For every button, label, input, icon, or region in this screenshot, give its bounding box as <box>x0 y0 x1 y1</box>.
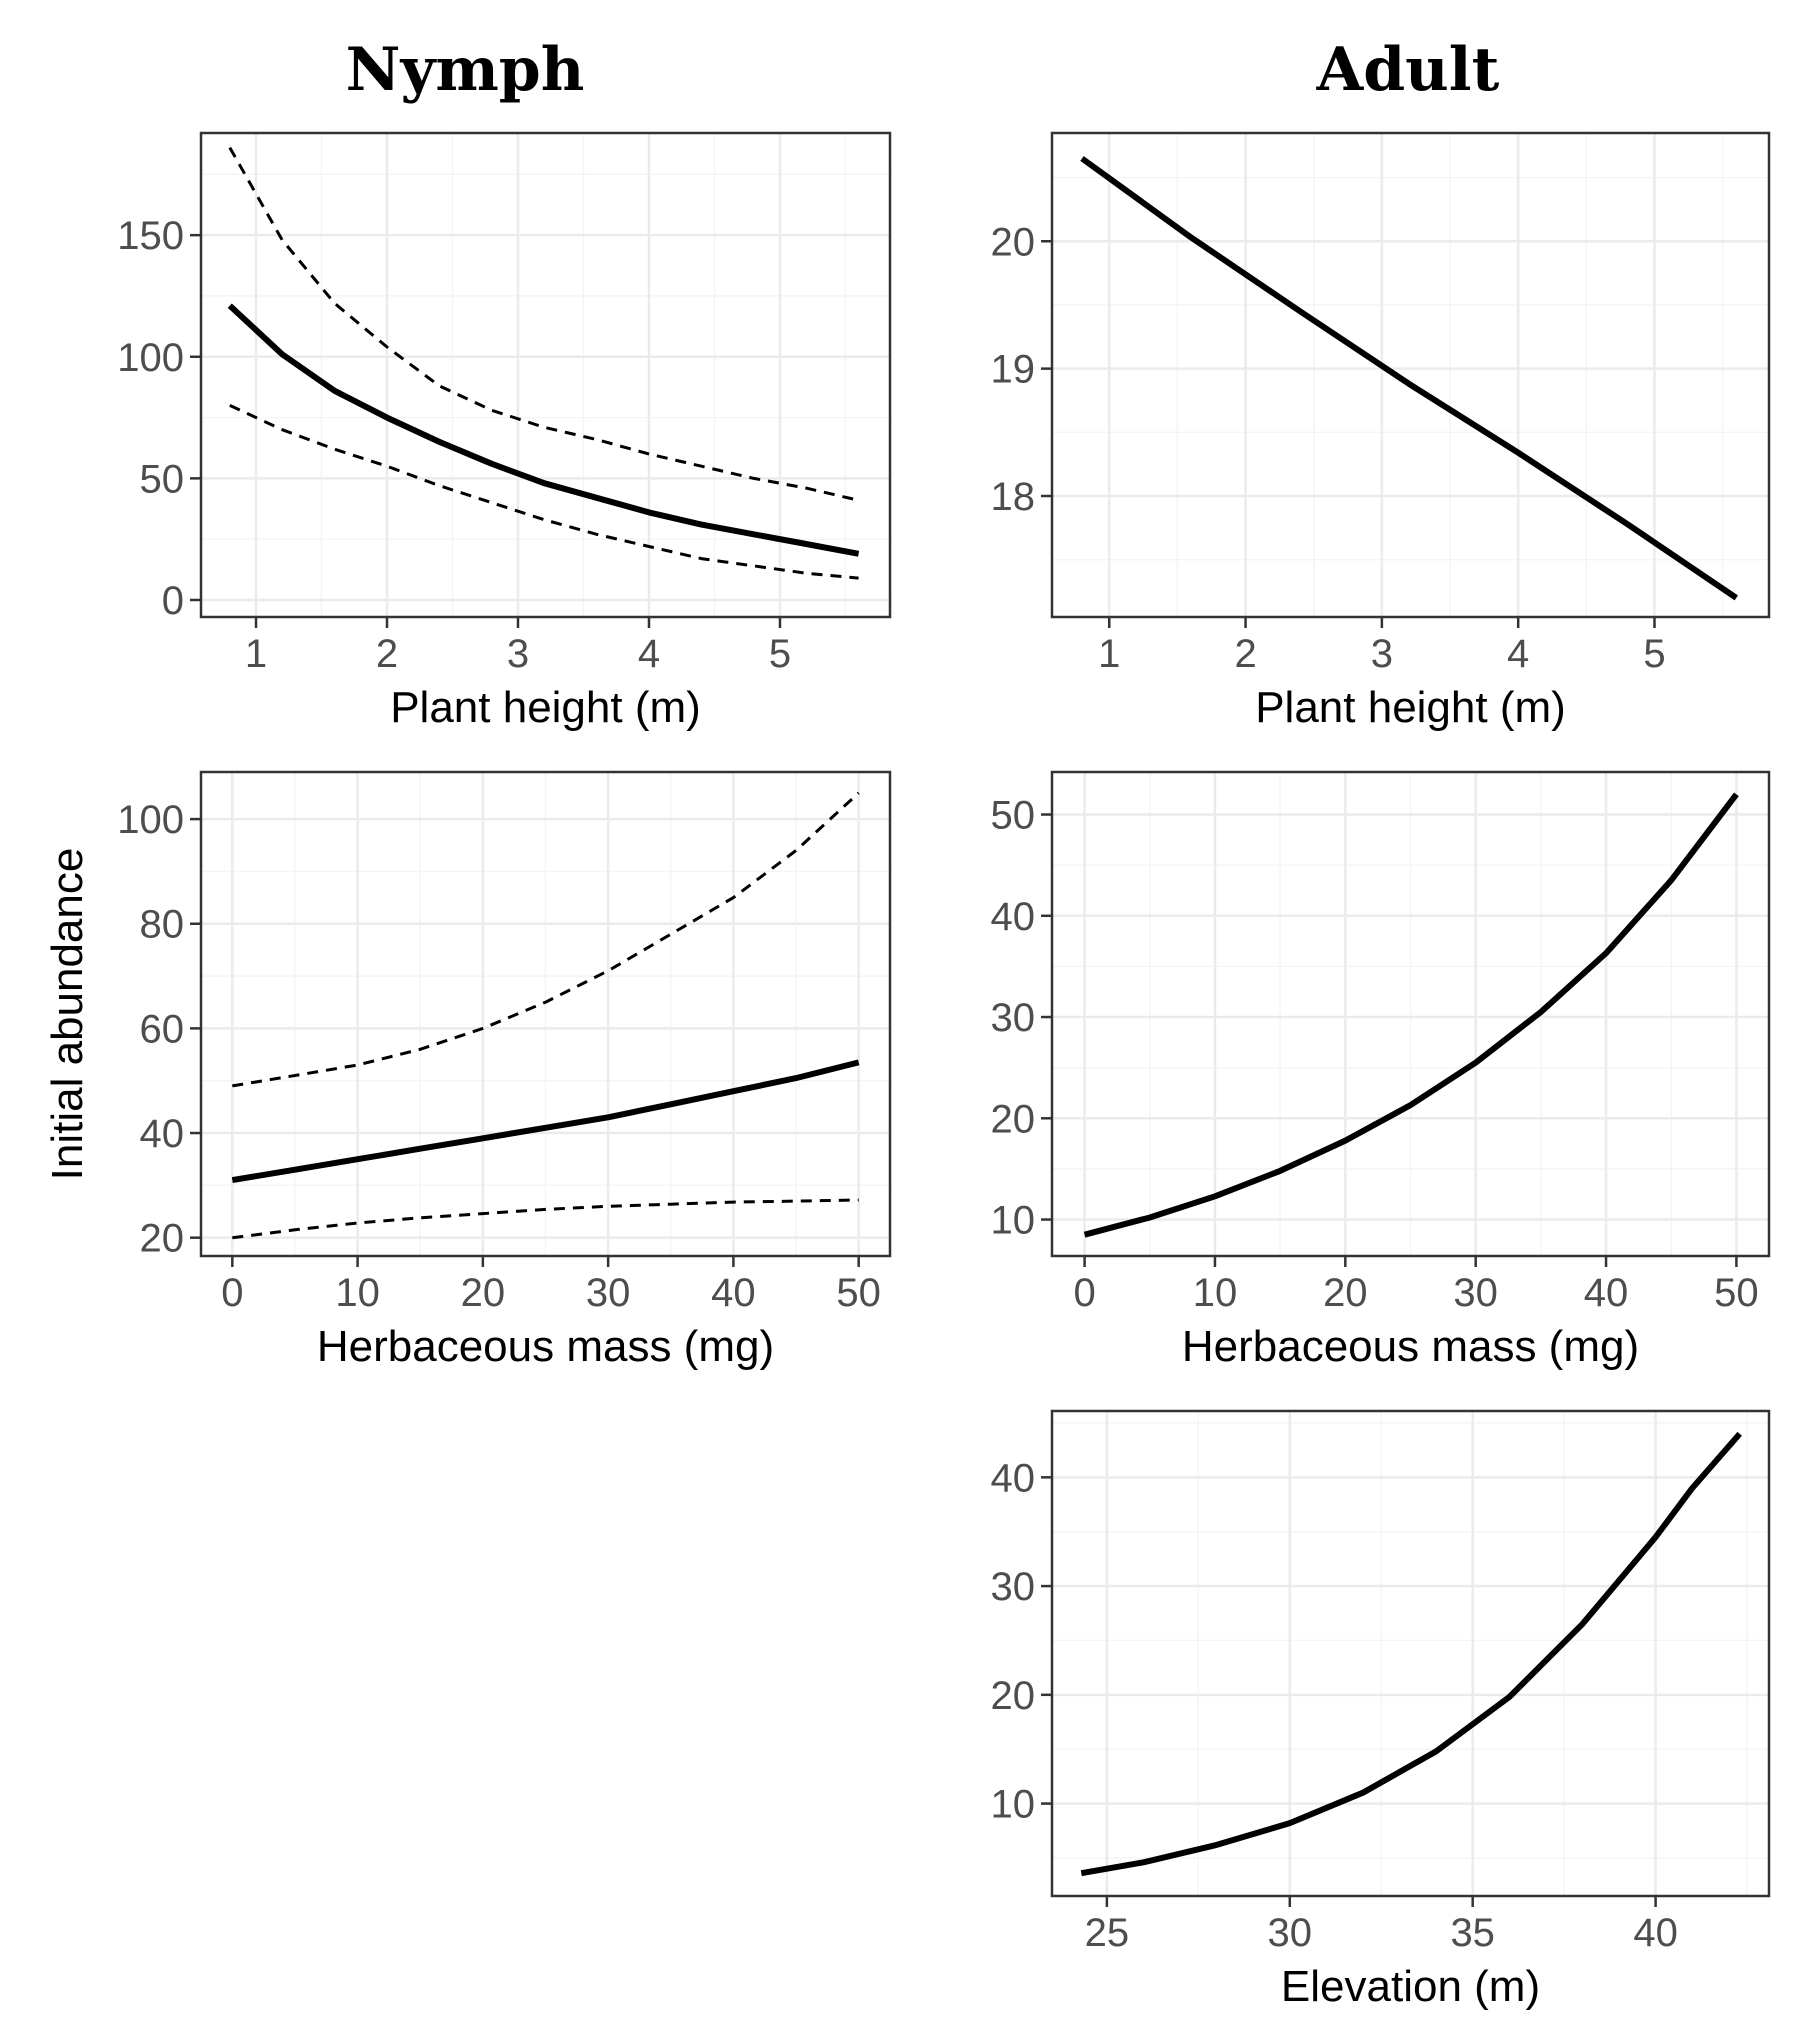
x-tick-label: 3 <box>1371 632 1393 676</box>
y-tick-label: 20 <box>991 1674 1036 1718</box>
x-axis-label: Plant height (m) <box>390 683 701 732</box>
fit-line-0 <box>1083 792 1739 1238</box>
x-tick-label: 20 <box>1323 1271 1368 1315</box>
panel-adult-height: 1 2 3 4 5 18 19 20 Plant height (m) <box>991 131 1771 732</box>
x-tick-label: 50 <box>1714 1271 1759 1315</box>
x-tick-label: 5 <box>769 632 791 676</box>
panel-border <box>1050 770 1771 1258</box>
y-tick-label: 10 <box>991 1783 1036 1827</box>
panel-background <box>201 133 890 617</box>
column-title-nymph: Nymph <box>346 35 585 105</box>
y-tick-label: 50 <box>991 794 1036 838</box>
x-tick-label: 10 <box>335 1271 380 1315</box>
panel-adult-herb: 0 10 20 30 40 50 10 20 30 40 50 Herbaceous mass (mg… <box>991 770 1771 1371</box>
y-tick-label: 40 <box>140 1112 185 1156</box>
x-tick-label: 40 <box>711 1271 756 1315</box>
fit-line-0 <box>227 303 860 557</box>
x-tick-label: 30 <box>586 1271 631 1315</box>
y-tick-label: 20 <box>991 1097 1036 1141</box>
x-axis-label: Herbaceous mass (mg) <box>317 1322 774 1371</box>
y-tick-label: 40 <box>991 1456 1036 1500</box>
x-tick-label: 4 <box>1507 632 1529 676</box>
x-tick-label: 40 <box>1633 1911 1678 1955</box>
x-tick-label: 4 <box>638 632 660 676</box>
x-axis-label: Plant height (m) <box>1255 683 1566 732</box>
x-tick-label: 2 <box>376 632 398 676</box>
y-tick-label: 18 <box>991 475 1036 519</box>
x-tick-label: 1 <box>1098 632 1120 676</box>
y-tick-label: 100 <box>117 798 184 842</box>
column-title-adult: Adult <box>1316 35 1500 105</box>
x-tick-label: 10 <box>1193 1271 1238 1315</box>
panel-background <box>1052 1411 1769 1896</box>
x-tick-label: 30 <box>1268 1911 1313 1955</box>
panel-adult-elevation: 25 30 35 40 10 20 30 40 Elevation (m) <box>991 1409 1771 2011</box>
y-tick-label: 100 <box>117 336 184 380</box>
y-tick-label: 150 <box>117 214 184 258</box>
y-tick-label: 30 <box>991 1565 1036 1609</box>
y-tick-label: 50 <box>140 457 185 501</box>
y-axis-label: Initial abundance <box>43 848 92 1181</box>
y-tick-label: 20 <box>991 220 1036 264</box>
x-tick-label: 2 <box>1234 632 1256 676</box>
x-tick-label: 20 <box>461 1271 506 1315</box>
x-tick-label: 5 <box>1643 632 1665 676</box>
ci-line-2 <box>232 1198 859 1240</box>
y-tick-label: 10 <box>991 1199 1036 1243</box>
x-tick-label: 1 <box>245 632 267 676</box>
y-tick-label: 80 <box>140 903 185 947</box>
y-tick-label: 40 <box>991 895 1036 939</box>
panel-nymph-herb: 0 10 20 30 40 50 20 40 60 80 100 Herbaceous mass (m… <box>43 770 892 1371</box>
y-tick-label: 20 <box>140 1217 185 1261</box>
x-tick-label: 0 <box>1073 1271 1095 1315</box>
ci-line-1 <box>228 146 859 502</box>
x-tick-label: 0 <box>221 1271 243 1315</box>
panel-border <box>199 131 892 619</box>
panel-border <box>199 770 892 1258</box>
x-tick-label: 25 <box>1085 1911 1130 1955</box>
y-tick-label: 30 <box>991 996 1036 1040</box>
x-axis-label: Elevation (m) <box>1281 1962 1540 2011</box>
x-tick-label: 35 <box>1450 1911 1495 1955</box>
y-tick-label: 0 <box>162 579 184 623</box>
y-tick-label: 19 <box>991 348 1036 392</box>
panel-border <box>1050 131 1771 619</box>
panel-border <box>1050 1409 1771 1898</box>
fit-line-0 <box>231 1059 860 1184</box>
ci-line-1 <box>232 791 860 1088</box>
fit-line-0 <box>1080 156 1738 601</box>
fit-line-0 <box>1080 1431 1742 1877</box>
y-tick-label: 60 <box>140 1007 185 1051</box>
x-tick-label: 40 <box>1584 1271 1629 1315</box>
x-tick-label: 3 <box>507 632 529 676</box>
x-tick-label: 30 <box>1453 1271 1498 1315</box>
x-axis-label: Herbaceous mass (mg) <box>1182 1322 1639 1371</box>
x-tick-label: 50 <box>836 1271 881 1315</box>
